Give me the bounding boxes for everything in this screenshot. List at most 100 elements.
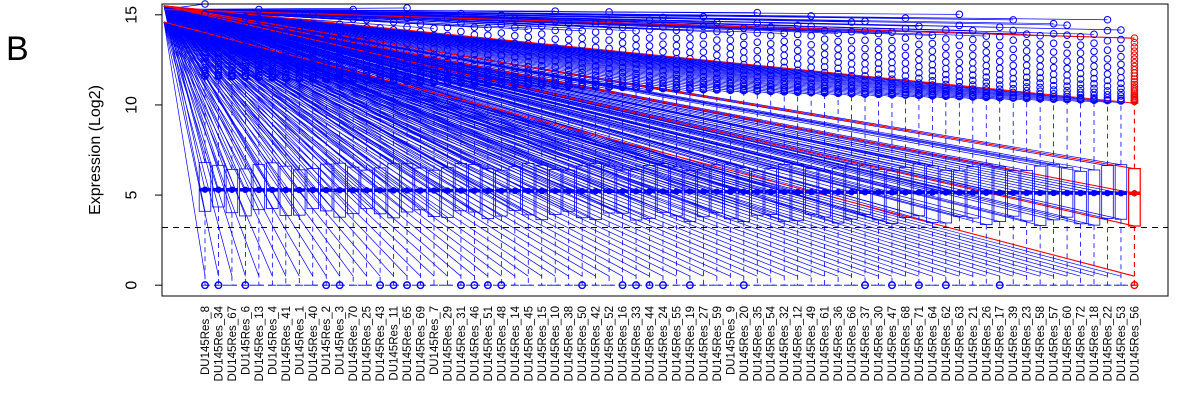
outlier-point xyxy=(713,18,721,27)
outlier-point xyxy=(443,62,452,71)
x-tick-label: DU145Res_47 xyxy=(887,306,899,381)
outlier-point xyxy=(1063,49,1071,57)
outlier-point xyxy=(1130,47,1139,55)
outlier-point xyxy=(605,27,613,36)
outlier-point xyxy=(430,56,438,64)
outlier-point xyxy=(1076,56,1085,65)
outlier-point xyxy=(591,75,600,83)
outlier-point xyxy=(968,35,977,44)
outlier-point xyxy=(645,67,654,76)
outlier-point xyxy=(847,27,856,36)
outlier-point xyxy=(1009,16,1018,24)
x-tick-label: DU145Res_72 xyxy=(1076,306,1088,381)
outlier-point xyxy=(1103,87,1112,95)
outlier-point xyxy=(995,41,1004,50)
x-tick-label: DU145Res_62 xyxy=(941,306,953,381)
outlier-point xyxy=(443,67,452,76)
outlier-point xyxy=(632,60,640,68)
box-DU145Res_58 xyxy=(1033,31,1047,286)
outlier-point xyxy=(511,78,519,87)
outlier-point xyxy=(942,75,950,84)
x-tick-label: DU145Res_42 xyxy=(591,306,603,381)
outlier-point xyxy=(915,40,923,49)
box-DU145Res_71 xyxy=(912,22,926,290)
outlier-point xyxy=(645,76,654,84)
outlier-point xyxy=(578,75,586,84)
outlier-point xyxy=(564,80,573,88)
connector-line xyxy=(163,21,785,277)
outlier-point xyxy=(942,84,950,93)
outlier-point xyxy=(874,52,883,61)
median-point xyxy=(457,187,465,194)
outlier-point xyxy=(349,5,357,14)
outlier-point xyxy=(834,64,842,73)
outlier-point xyxy=(430,31,438,40)
box-DU145Res_39 xyxy=(1007,16,1020,286)
outlier-point xyxy=(1117,52,1125,61)
outlier-point xyxy=(362,56,371,65)
outlier-point xyxy=(228,46,236,55)
iqr-box xyxy=(939,169,953,224)
outlier-point xyxy=(726,76,735,84)
connector-line xyxy=(163,5,852,193)
outlier-point xyxy=(874,70,883,79)
outlier-point xyxy=(470,56,479,64)
outlier-point xyxy=(1076,80,1085,88)
median-point xyxy=(1077,189,1084,197)
outlier-point xyxy=(928,54,937,62)
outlier-point xyxy=(551,50,560,59)
outlier-point xyxy=(255,61,263,70)
connector-line xyxy=(163,21,367,277)
outlier-point xyxy=(1103,26,1112,35)
outlier-point xyxy=(699,77,708,85)
outlier-point xyxy=(497,75,506,84)
outlier-point xyxy=(740,79,748,88)
outlier-point xyxy=(1009,93,1018,102)
outlier-point xyxy=(484,73,492,81)
outlier-point xyxy=(389,70,398,78)
outlier-point xyxy=(874,29,883,38)
median-point xyxy=(1063,189,1071,197)
outlier-point xyxy=(915,86,923,95)
outlier-point xyxy=(834,45,842,53)
connector-line xyxy=(163,21,906,277)
outlier-point xyxy=(740,54,748,63)
box-DU145Res_44 xyxy=(643,16,656,290)
median-point xyxy=(767,188,774,196)
outlier-point xyxy=(322,29,331,38)
outlier-point xyxy=(780,86,789,94)
median-point xyxy=(861,189,869,196)
connector-line xyxy=(163,5,906,218)
iqr-box xyxy=(427,169,441,217)
outlier-point xyxy=(1049,86,1058,94)
median-point xyxy=(848,188,855,196)
box-DU145Res_67 xyxy=(225,22,239,286)
outlier-point xyxy=(1076,88,1085,97)
x-tick-label: DU145Res_59 xyxy=(712,306,724,381)
median-point xyxy=(956,189,963,196)
outlier-point xyxy=(955,86,964,95)
outlier-point xyxy=(389,52,398,61)
outlier-point xyxy=(1036,62,1044,71)
outlier-point xyxy=(834,82,842,90)
median-point xyxy=(592,187,599,195)
iqr-box xyxy=(872,169,885,221)
outlier-point xyxy=(511,14,519,23)
outlier-point xyxy=(268,46,277,54)
outlier-point xyxy=(362,24,371,32)
box-DU145Res_15 xyxy=(535,22,548,286)
outlier-point xyxy=(968,71,977,79)
outlier-point xyxy=(753,54,762,63)
box-DU145Res_17 xyxy=(993,23,1006,290)
outlier-point xyxy=(699,55,708,63)
x-tick-label: DU145Res_18 xyxy=(1089,306,1101,381)
outlier-point xyxy=(861,85,869,93)
outlier-point xyxy=(214,49,223,57)
outlier-point xyxy=(228,51,236,60)
outlier-point xyxy=(524,74,533,83)
median-point xyxy=(403,187,411,194)
x-tick-label: DU145Res_6 xyxy=(240,306,252,375)
outlier-point xyxy=(820,73,829,82)
outlier-point xyxy=(497,67,506,76)
outlier-point xyxy=(524,71,533,79)
